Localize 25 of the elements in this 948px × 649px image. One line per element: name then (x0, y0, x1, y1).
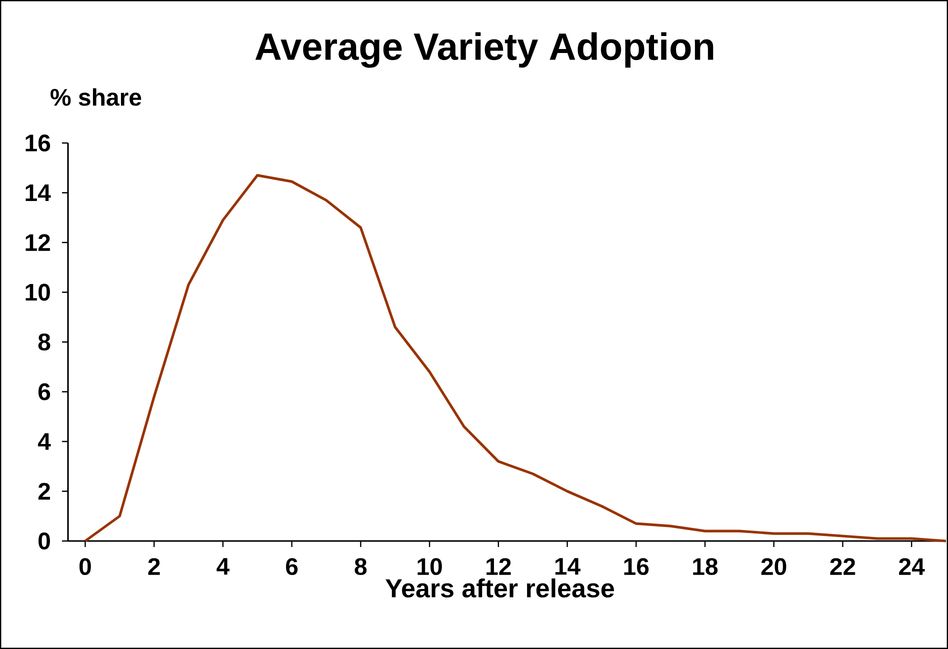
y-axis-title: % share (50, 88, 142, 106)
y-tick-label: 4 (38, 433, 51, 450)
y-tick-label: 2 (38, 482, 50, 500)
x-tick-label: 4 (216, 558, 230, 575)
x-tick-label: 0 (79, 558, 91, 576)
y-tick-label: 0 (38, 532, 50, 550)
x-tick-label: 18 (693, 558, 718, 576)
x-tick-label: 12 (486, 558, 511, 575)
x-tick-label: 10 (418, 558, 442, 576)
x-tick-label: 24 (899, 558, 925, 575)
y-tick-label: 8 (38, 334, 50, 350)
y-tick-label: 16 (26, 134, 50, 152)
x-tick-label: 16 (624, 558, 649, 576)
y-tick-label: 12 (26, 234, 50, 251)
x-tick-label: 22 (830, 558, 856, 575)
x-tick-label: 6 (286, 558, 298, 576)
y-tick-label: 6 (38, 383, 50, 400)
x-axis-title: Years after release (386, 578, 614, 598)
x-tick-label: 2 (148, 558, 160, 575)
x-tick-label: 14 (555, 558, 580, 575)
y-tick-label: 10 (26, 284, 50, 301)
x-tick-label: 8 (354, 558, 367, 576)
x-tick-label: 20 (761, 558, 786, 576)
chart-title: Average Variety Adoption (255, 32, 714, 68)
y-tick-label: 14 (26, 184, 51, 202)
